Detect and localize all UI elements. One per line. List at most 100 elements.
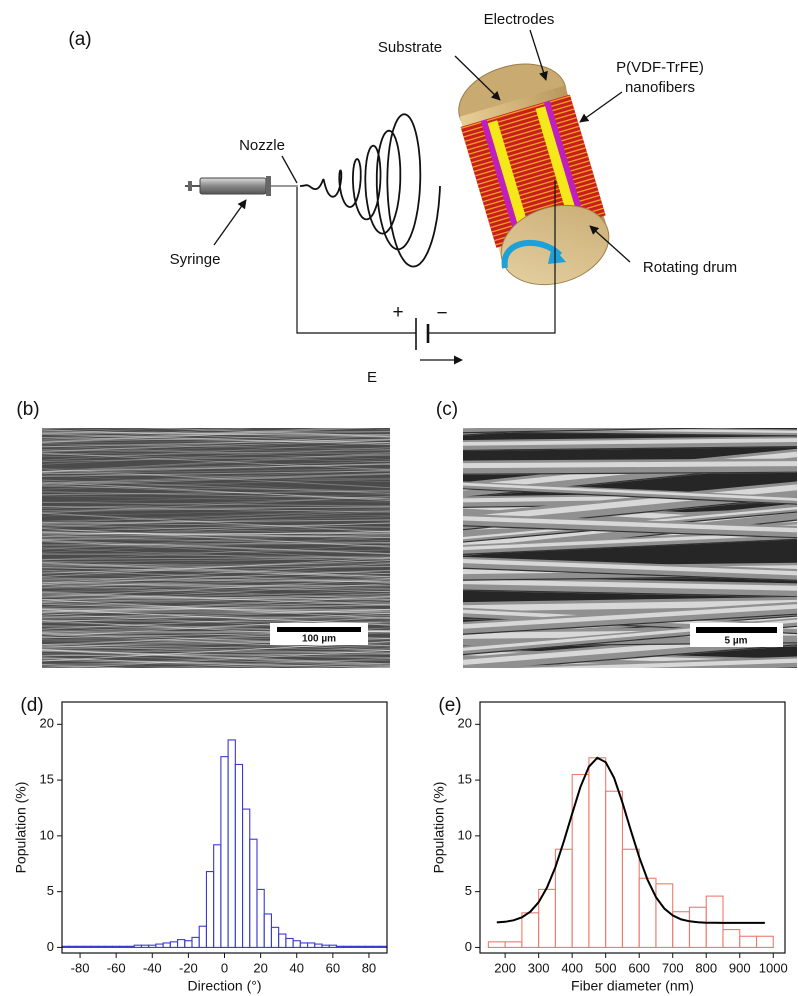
winding	[476, 147, 586, 181]
histogram-bar	[722, 929, 741, 948]
histogram-bar	[270, 926, 280, 948]
x-tick-label: 900	[729, 960, 751, 975]
sem-fiber	[42, 468, 390, 475]
sem-fiber	[42, 609, 390, 626]
sem-fiber	[42, 506, 390, 513]
sem-fiber	[42, 470, 390, 477]
sem-fiber	[201, 428, 390, 438]
sem-fiber	[42, 594, 390, 601]
histogram-bar	[148, 944, 157, 948]
sem-fiber	[42, 428, 73, 430]
scale-bar	[277, 627, 361, 632]
sem-fiber	[42, 472, 390, 480]
histogram-bar	[588, 757, 607, 948]
winding	[477, 151, 588, 186]
sem-fiber-shadow	[463, 589, 797, 598]
sem-fiber	[42, 584, 390, 587]
winding	[485, 177, 595, 211]
x-tick-label: 500	[595, 960, 617, 975]
x-tick-label: 400	[561, 960, 583, 975]
sem-fiber	[42, 599, 390, 619]
sem-fiber	[42, 599, 390, 617]
histogram-bar	[162, 942, 171, 948]
panel-label: (b)	[16, 399, 39, 420]
sem-fiber	[177, 662, 390, 668]
sem-fiber	[42, 453, 390, 462]
sem-fiber-shadow	[463, 538, 797, 555]
sem-fiber	[376, 667, 390, 668]
winding	[483, 173, 594, 207]
histogram-bar	[335, 945, 345, 948]
panel-label: (a)	[68, 29, 91, 50]
histogram-bar	[198, 925, 207, 948]
sem-fiber-shadow	[463, 525, 797, 539]
sem-fiber	[42, 557, 390, 578]
label-minus: −	[436, 303, 447, 324]
sem-fiber	[42, 493, 390, 503]
sem-fiber	[42, 438, 390, 448]
histogram-bar	[688, 906, 707, 948]
sem-fiber	[57, 649, 390, 668]
y-tick-label: 5	[47, 883, 54, 898]
sem-fiber-shadow	[463, 679, 797, 683]
x-tick-label: -20	[179, 960, 198, 975]
sem-fiber-highlight	[463, 461, 797, 469]
sem-fiber	[42, 650, 390, 654]
sem-fiber-shadow	[463, 488, 797, 505]
sem-fiber-highlight	[463, 482, 797, 501]
sem-fiber	[42, 567, 390, 577]
histogram-bar	[285, 937, 294, 948]
sem-fiber	[42, 567, 390, 574]
sem-fiber	[42, 649, 390, 667]
sem-fiber	[42, 449, 390, 455]
sem-fiber	[42, 433, 390, 443]
sem-fiber	[42, 650, 390, 668]
sem-fiber	[42, 512, 390, 533]
scale-bar	[696, 627, 777, 633]
x-tick-label: -40	[143, 960, 162, 975]
histogram-bar	[119, 945, 128, 948]
sem-fiber	[42, 547, 390, 563]
sem-fiber	[42, 414, 390, 425]
histogram-bar	[278, 933, 287, 948]
histogram-bar	[605, 790, 623, 948]
sem-fiber	[463, 428, 582, 436]
sem-fiber	[42, 527, 390, 548]
sem-fiber	[42, 633, 390, 652]
sem-fiber	[42, 666, 127, 668]
sem-fiber	[42, 495, 390, 514]
sem-fiber	[42, 491, 390, 499]
sem-fiber	[42, 509, 390, 524]
sem-fiber	[42, 430, 390, 438]
sem-fiber	[42, 583, 390, 602]
sem-fiber	[42, 544, 390, 561]
sem-fiber	[50, 428, 390, 442]
x-tick-label: 20	[253, 960, 267, 975]
sem-fiber	[42, 411, 390, 422]
sem-fiber	[42, 524, 390, 542]
sem-fiber	[42, 428, 355, 443]
sem-fiber	[42, 571, 390, 590]
histogram-bar	[321, 944, 330, 948]
sem-fiber	[42, 519, 390, 524]
histogram-bar	[343, 945, 352, 948]
y-tick-label: 10	[40, 827, 54, 842]
panel-label: (e)	[438, 695, 461, 716]
sem-fiber	[42, 519, 390, 524]
sem-fiber	[42, 472, 390, 482]
sem-fiber	[42, 495, 390, 503]
sem-fiber	[42, 436, 390, 450]
sem-fiber	[42, 442, 390, 461]
x-tick-label: 800	[695, 960, 717, 975]
sem-fiber	[42, 452, 390, 472]
sem-fiber	[463, 415, 797, 420]
sem-fiber	[42, 581, 390, 589]
winding	[474, 142, 585, 177]
sem-fiber	[42, 509, 390, 522]
sem-fiber	[42, 481, 390, 501]
y-tick-label: 15	[458, 772, 472, 787]
sem-fiber	[42, 607, 390, 625]
sem-fiber	[42, 653, 390, 668]
sem-fiber	[42, 581, 390, 593]
